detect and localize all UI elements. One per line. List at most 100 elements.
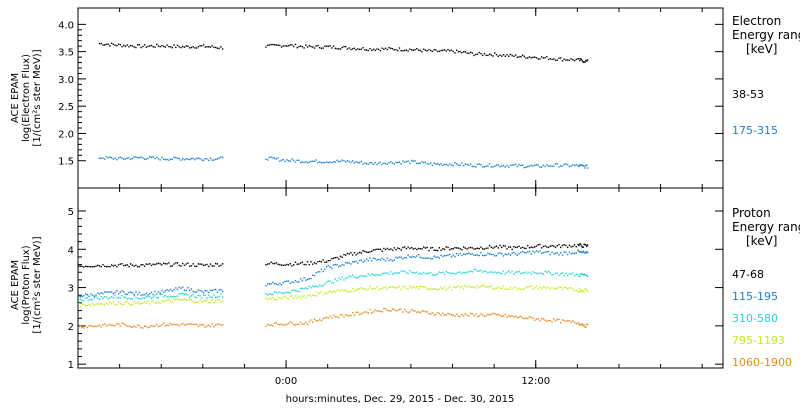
data-point [341, 314, 343, 316]
data-point [341, 256, 343, 259]
data-point [305, 287, 307, 289]
data-point [579, 291, 582, 293]
data-point [166, 296, 168, 298]
data-point [504, 288, 506, 290]
data-point [563, 319, 565, 322]
data-point [540, 247, 543, 249]
data-point [547, 58, 550, 61]
data-point [443, 314, 446, 316]
data-point [417, 311, 420, 313]
data-point [527, 165, 529, 168]
data-point [412, 286, 415, 288]
data-point [265, 46, 267, 48]
data-point [355, 260, 357, 263]
data-point [310, 287, 312, 289]
data-point [169, 158, 172, 160]
data-point [497, 286, 499, 288]
data-point [192, 263, 194, 265]
data-point [136, 157, 139, 159]
x-axis-label: hours:minutes, Dec. 29, 2015 - Dec. 30, … [286, 394, 515, 405]
data-point [412, 160, 415, 162]
data-point [521, 54, 524, 56]
data-point [286, 45, 288, 47]
data-point [339, 160, 342, 163]
data-point [362, 163, 364, 165]
data-point [117, 323, 120, 325]
data-point [580, 323, 583, 325]
data-point [145, 263, 148, 265]
data-point [384, 47, 387, 49]
data-point [501, 55, 503, 57]
data-point [213, 159, 215, 161]
data-point [310, 45, 312, 48]
data-point [402, 285, 404, 288]
data-point [362, 312, 364, 314]
data-point [563, 251, 565, 253]
data-point [287, 280, 290, 282]
data-point [319, 46, 321, 49]
data-point [397, 161, 399, 164]
data-point [492, 55, 494, 57]
data-point [280, 292, 283, 294]
data-point [466, 253, 468, 255]
data-point [454, 52, 456, 54]
data-point [294, 324, 297, 326]
data-point [147, 45, 149, 48]
data-point [578, 57, 580, 60]
data-point [142, 297, 144, 299]
data-point [145, 46, 148, 48]
data-point [98, 157, 101, 160]
data-point [79, 296, 82, 298]
data-point [412, 49, 415, 51]
data-point [539, 319, 541, 322]
data-point [201, 45, 203, 47]
data-point [143, 265, 146, 267]
data-point [336, 264, 338, 266]
data-point [114, 294, 116, 297]
data-point [211, 296, 213, 298]
data-point [440, 272, 442, 274]
data-point [332, 264, 335, 266]
data-point [133, 295, 135, 297]
data-point [185, 298, 187, 301]
data-point [305, 296, 307, 299]
data-point [518, 56, 520, 58]
data-point [518, 252, 520, 255]
data-point [449, 286, 451, 288]
data-point [78, 265, 80, 267]
data-point [194, 323, 196, 326]
data-point [277, 292, 279, 294]
data-point [581, 60, 584, 62]
data-point [159, 325, 161, 327]
data-point [265, 284, 267, 287]
data-point [119, 291, 122, 293]
data-point [461, 254, 463, 257]
data-point [374, 274, 376, 277]
data-point [499, 165, 501, 168]
data-point [558, 243, 560, 246]
proton-y-tick-label: 3 [68, 284, 74, 295]
data-point [431, 312, 434, 314]
data-point [530, 164, 532, 167]
data-point [450, 289, 453, 291]
data-point [332, 282, 335, 284]
data-point [362, 47, 364, 49]
data-point [398, 247, 401, 250]
data-point [154, 295, 156, 297]
data-point [343, 264, 345, 266]
data-point [497, 271, 499, 274]
data-point [582, 165, 584, 167]
data-point [502, 245, 505, 247]
data-point [286, 280, 288, 282]
data-point [353, 47, 356, 49]
data-point [521, 317, 524, 319]
data-point [379, 161, 382, 163]
data-point [312, 160, 314, 163]
data-point [376, 48, 378, 50]
data-point [188, 158, 191, 161]
data-point [520, 55, 522, 58]
proton-y-tick-label: 5 [68, 207, 74, 218]
data-point [480, 313, 482, 315]
data-point [178, 286, 180, 289]
data-point [581, 323, 584, 325]
